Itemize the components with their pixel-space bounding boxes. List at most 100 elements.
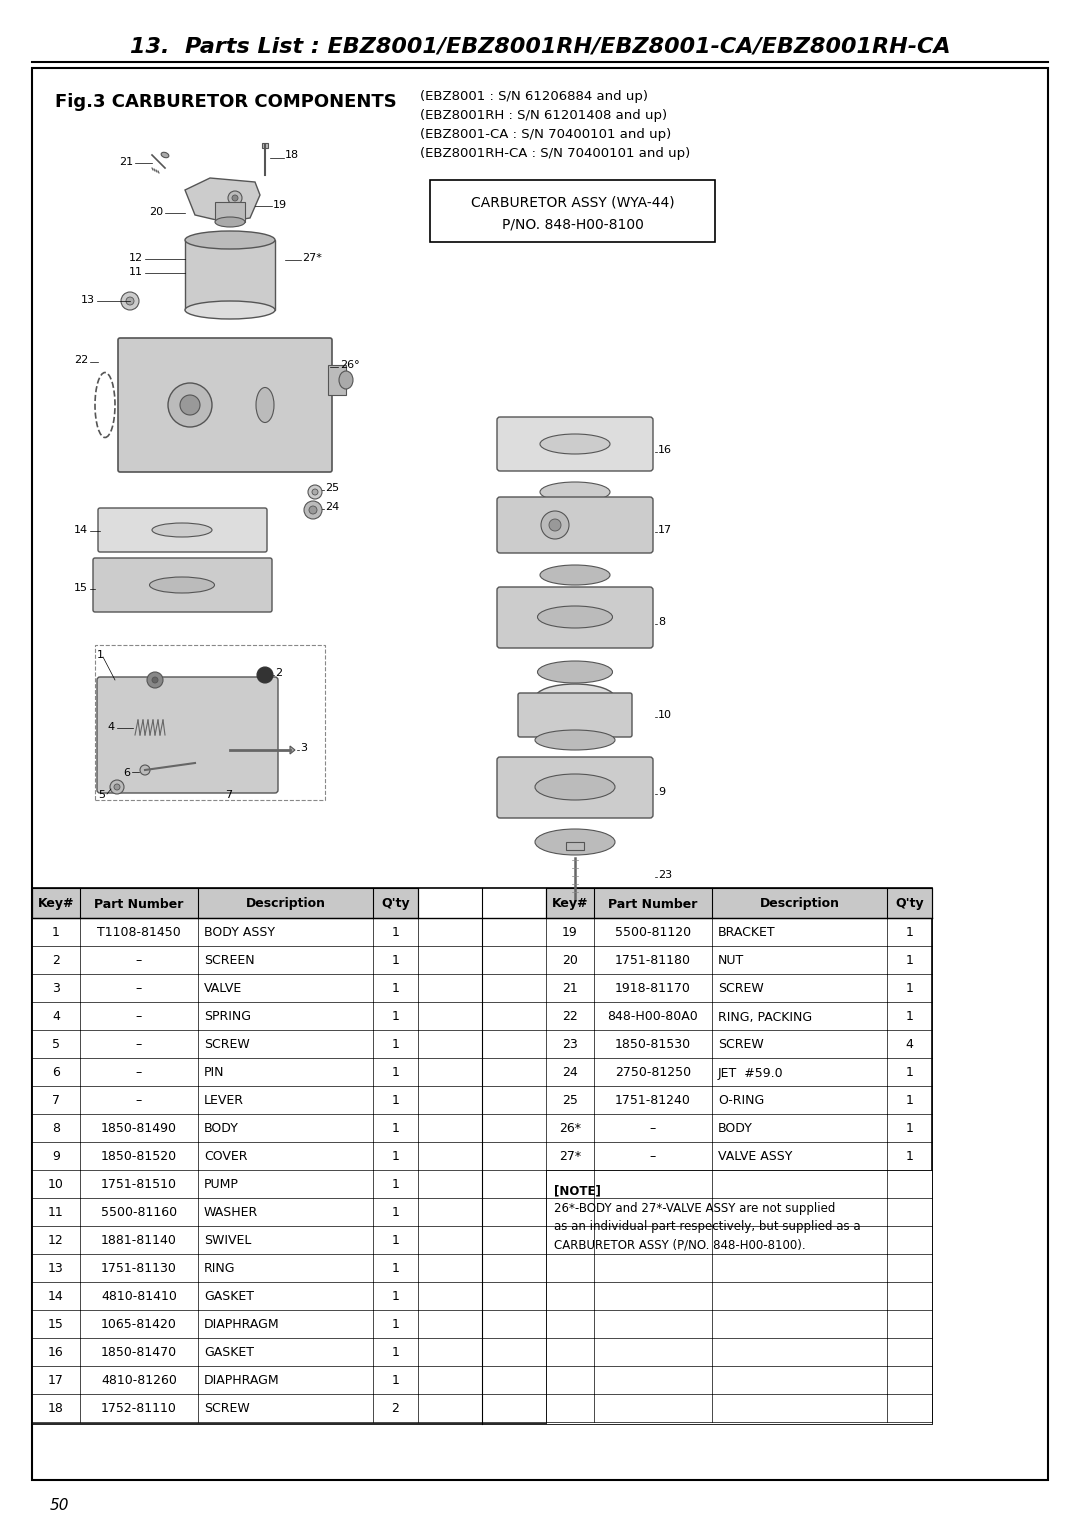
Text: 12: 12 — [49, 1235, 64, 1247]
Bar — [262, 143, 268, 148]
Text: Description: Description — [245, 897, 325, 911]
Text: 7: 7 — [52, 1094, 60, 1108]
Text: (EBZ8001RH : S/N 61201408 and up): (EBZ8001RH : S/N 61201408 and up) — [420, 108, 667, 122]
Text: LEVER: LEVER — [204, 1094, 244, 1108]
Text: 9: 9 — [658, 787, 665, 797]
Text: 22: 22 — [562, 1010, 578, 1024]
Polygon shape — [185, 179, 260, 221]
Text: 19: 19 — [273, 200, 287, 211]
Text: Part Number: Part Number — [94, 897, 184, 911]
Text: 1: 1 — [392, 1375, 400, 1387]
Text: 1: 1 — [905, 1123, 914, 1135]
Text: –: – — [136, 1094, 143, 1108]
Circle shape — [180, 395, 200, 415]
Text: DIAPHRAGM: DIAPHRAGM — [204, 1318, 280, 1332]
Text: 1850-81470: 1850-81470 — [100, 1346, 177, 1360]
Text: –: – — [136, 954, 143, 967]
Text: 1: 1 — [392, 1291, 400, 1303]
Ellipse shape — [540, 482, 610, 502]
Text: BRACKET: BRACKET — [718, 926, 775, 940]
Text: BODY: BODY — [718, 1123, 753, 1135]
Text: –: – — [136, 983, 143, 995]
Ellipse shape — [540, 433, 610, 455]
Text: 1918-81170: 1918-81170 — [616, 983, 691, 995]
Text: 16: 16 — [49, 1346, 64, 1360]
Text: 9: 9 — [52, 1151, 59, 1163]
Ellipse shape — [535, 774, 615, 800]
Text: 20: 20 — [562, 954, 578, 967]
Bar — [546, 888, 932, 919]
Text: 1: 1 — [905, 926, 914, 940]
Text: SCREW: SCREW — [204, 1402, 249, 1416]
Text: GASKET: GASKET — [204, 1346, 254, 1360]
Text: 25: 25 — [325, 484, 339, 493]
Text: 2: 2 — [275, 668, 282, 678]
FancyBboxPatch shape — [98, 508, 267, 552]
Text: 19: 19 — [562, 926, 578, 940]
Text: 1: 1 — [392, 1039, 400, 1051]
Text: 1065-81420: 1065-81420 — [102, 1318, 177, 1332]
Text: –: – — [136, 1039, 143, 1051]
Circle shape — [152, 678, 158, 684]
Text: Description: Description — [759, 897, 839, 911]
Text: 1: 1 — [392, 926, 400, 940]
Text: 22: 22 — [73, 356, 87, 365]
Text: 23: 23 — [658, 870, 672, 881]
Text: JET  #59.0: JET #59.0 — [718, 1067, 784, 1079]
Circle shape — [121, 291, 139, 310]
Text: –: – — [650, 1123, 657, 1135]
Text: (EBZ8001 : S/N 61206884 and up): (EBZ8001 : S/N 61206884 and up) — [420, 90, 648, 102]
Text: (EBZ8001-CA : S/N 70400101 and up): (EBZ8001-CA : S/N 70400101 and up) — [420, 128, 672, 140]
Ellipse shape — [339, 371, 353, 389]
Text: 4810-81410: 4810-81410 — [102, 1291, 177, 1303]
Ellipse shape — [152, 523, 212, 537]
Text: 13: 13 — [49, 1262, 64, 1276]
Text: 1: 1 — [392, 1123, 400, 1135]
FancyBboxPatch shape — [93, 559, 272, 612]
Text: 15: 15 — [75, 583, 87, 594]
Text: 24: 24 — [562, 1067, 578, 1079]
Text: 11: 11 — [129, 267, 143, 278]
Circle shape — [232, 195, 238, 201]
Text: 17: 17 — [49, 1375, 64, 1387]
Text: 3: 3 — [300, 743, 307, 752]
Text: 14: 14 — [73, 525, 87, 536]
Polygon shape — [291, 746, 295, 754]
Text: 1850-81530: 1850-81530 — [615, 1039, 691, 1051]
Text: SCREW: SCREW — [204, 1039, 249, 1051]
Text: 1752-81110: 1752-81110 — [102, 1402, 177, 1416]
Text: 8: 8 — [52, 1123, 60, 1135]
Text: 1: 1 — [392, 1262, 400, 1276]
Ellipse shape — [540, 565, 610, 584]
Text: 1: 1 — [905, 1067, 914, 1079]
Circle shape — [126, 298, 134, 305]
Text: BODY ASSY: BODY ASSY — [204, 926, 275, 940]
Text: COVER: COVER — [204, 1151, 247, 1163]
Circle shape — [114, 784, 120, 790]
Text: 1: 1 — [905, 954, 914, 967]
Text: 16: 16 — [658, 446, 672, 455]
Text: 1751-81130: 1751-81130 — [102, 1262, 177, 1276]
Text: T1108-81450: T1108-81450 — [97, 926, 180, 940]
Text: 6: 6 — [123, 768, 130, 778]
Text: 6: 6 — [52, 1067, 59, 1079]
Ellipse shape — [538, 606, 612, 629]
Text: SPRING: SPRING — [204, 1010, 251, 1024]
Text: 23: 23 — [562, 1039, 578, 1051]
Text: WASHER: WASHER — [204, 1207, 258, 1219]
Text: 21: 21 — [562, 983, 578, 995]
Text: 10: 10 — [49, 1178, 64, 1192]
Ellipse shape — [538, 661, 612, 684]
FancyBboxPatch shape — [497, 497, 653, 552]
Bar — [32, 888, 418, 919]
Text: SCREW: SCREW — [718, 1039, 764, 1051]
Text: 1: 1 — [392, 1207, 400, 1219]
Text: 26*-BODY and 27*-VALVE ASSY are not supplied: 26*-BODY and 27*-VALVE ASSY are not supp… — [554, 1202, 835, 1215]
Text: 25: 25 — [562, 1094, 578, 1108]
Text: 4: 4 — [108, 722, 114, 732]
Text: 1751-81180: 1751-81180 — [615, 954, 691, 967]
Circle shape — [308, 485, 322, 499]
Bar — [185, 240, 275, 310]
FancyBboxPatch shape — [97, 678, 278, 794]
Circle shape — [140, 765, 150, 775]
